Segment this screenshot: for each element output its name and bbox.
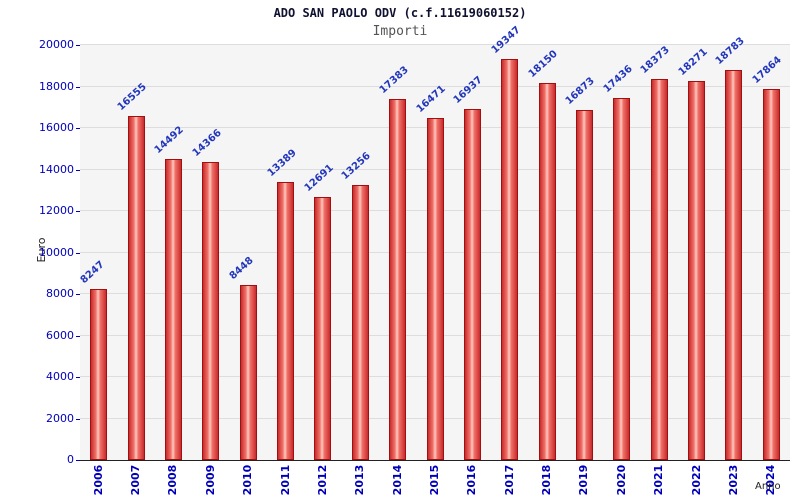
bar-value-label: 12691 xyxy=(302,162,336,194)
bar-2018 xyxy=(538,83,556,460)
bar-value-label: 18271 xyxy=(676,46,710,78)
bar-value-label: 18783 xyxy=(713,35,747,67)
bar-value-label: 16937 xyxy=(451,74,486,106)
y-tick-label: 12000 xyxy=(39,204,74,217)
bar-2007 xyxy=(127,116,145,460)
x-tick-label: 2010 xyxy=(241,464,255,496)
plot-area: 8247 16555 14492 14366 8448 13389 12691 13256 17… xyxy=(78,25,790,461)
y-tick-label: 14000 xyxy=(39,162,74,176)
bar-2017 xyxy=(501,59,519,460)
y-tick-label: 6000 xyxy=(46,328,74,342)
bar-2024 xyxy=(762,89,780,460)
bar-2009 xyxy=(202,162,220,460)
bar-value-label: 17436 xyxy=(601,63,635,95)
y-tick-label: 4000 xyxy=(46,370,74,383)
x-tick-label: 2021 xyxy=(652,464,666,496)
bar-2019 xyxy=(575,110,593,460)
bar-value-label: 14492 xyxy=(153,124,187,156)
bar-value-label: 8247 xyxy=(78,259,107,286)
y-tick-label: 18000 xyxy=(39,79,74,93)
y-tick-label: 16000 xyxy=(39,121,74,134)
bar-value-label: 16873 xyxy=(564,75,598,107)
gridline xyxy=(80,85,790,87)
bar-value-label: 8448 xyxy=(227,255,256,282)
gridline xyxy=(80,44,790,45)
bar-value-label: 14366 xyxy=(190,127,224,159)
x-tick-label: 2009 xyxy=(203,464,217,496)
bar-value-label: 18150 xyxy=(526,48,560,80)
x-tick-label: 2020 xyxy=(614,464,628,496)
x-tick-label: 2012 xyxy=(315,464,329,496)
x-tick-label: 2013 xyxy=(353,464,367,496)
x-tick-label: 2008 xyxy=(166,464,180,496)
bar-2022 xyxy=(688,81,706,460)
x-tick-label: 2019 xyxy=(577,464,591,496)
y-tick-label: 20000 xyxy=(39,38,74,51)
bar-value-label: 13256 xyxy=(339,150,374,182)
bar-value-label: 13389 xyxy=(265,147,299,179)
bar-2020 xyxy=(613,98,631,460)
bar-2006 xyxy=(90,289,108,460)
bar-2016 xyxy=(463,109,481,460)
bar-2015 xyxy=(426,118,444,460)
bar-2008 xyxy=(164,159,182,460)
x-tick-label: 2016 xyxy=(465,464,479,496)
bar-value-label: 17864 xyxy=(750,54,785,86)
x-tick-label: 2011 xyxy=(278,464,292,496)
chart-subtitle: Importi xyxy=(372,24,428,39)
x-tick-label: 2022 xyxy=(689,464,703,496)
y-tick-label: 0 xyxy=(67,453,74,466)
bar-2013 xyxy=(351,185,369,460)
chart-title: ADO SAN PAOLO ODV (c.f.11619060152) xyxy=(273,6,527,20)
x-axis-title: Anno xyxy=(755,481,781,492)
x-tick-label: 2024 xyxy=(764,464,778,496)
bar-value-label: 16471 xyxy=(414,83,448,115)
x-tick-label: 2014 xyxy=(390,464,404,496)
x-tick-label: 2023 xyxy=(726,464,740,496)
x-tick-label: 2007 xyxy=(129,464,143,496)
y-tick-label: 2000 xyxy=(46,411,74,425)
y-tick-label: 8000 xyxy=(46,287,74,300)
x-tick-label: 2015 xyxy=(428,464,441,496)
bar-2021 xyxy=(650,79,668,460)
bar-2012 xyxy=(314,197,332,460)
bar-2014 xyxy=(389,99,407,460)
bar-value-label: 17383 xyxy=(377,64,411,96)
bar-2023 xyxy=(725,70,743,460)
x-tick-label: 2006 xyxy=(91,464,105,496)
bar-value-label: 18373 xyxy=(638,44,673,76)
bar-2010 xyxy=(239,285,257,460)
x-tick-label: 2017 xyxy=(502,464,516,496)
bar-2011 xyxy=(277,182,295,460)
x-tick-label: 2018 xyxy=(540,464,554,496)
y-axis-title: Euro xyxy=(35,237,48,263)
